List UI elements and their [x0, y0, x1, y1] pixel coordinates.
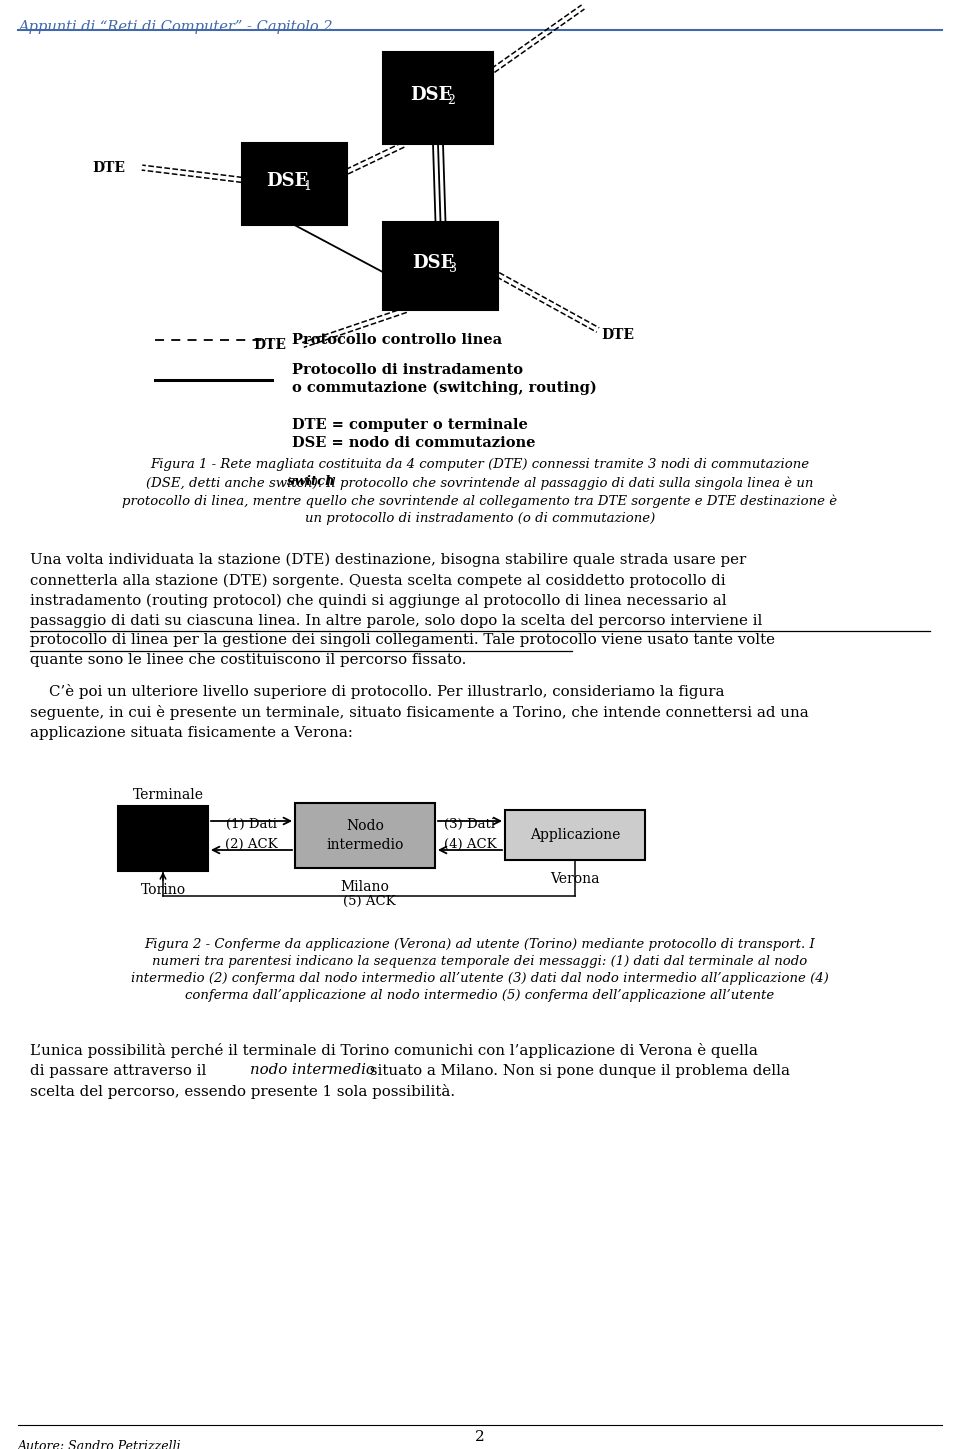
Text: (2) ACK: (2) ACK	[226, 838, 277, 851]
Text: (3) Dati: (3) Dati	[444, 819, 495, 830]
Text: DTE: DTE	[253, 338, 286, 352]
Text: Applicazione: Applicazione	[530, 827, 620, 842]
Text: DSE = nodo di commutazione: DSE = nodo di commutazione	[292, 436, 536, 451]
Text: protocollo di linea, mentre quello che sovrintende al collegamento tra DTE sorge: protocollo di linea, mentre quello che s…	[123, 494, 837, 507]
Text: DSE: DSE	[266, 172, 308, 190]
Text: scelta del percorso, essendo presente 1 sola possibilità.: scelta del percorso, essendo presente 1 …	[30, 1084, 455, 1098]
Text: nodo intermedio: nodo intermedio	[250, 1064, 374, 1078]
Text: Protocollo di instradamento: Protocollo di instradamento	[292, 364, 523, 377]
Text: un protocollo di instradamento (o di commutazione): un protocollo di instradamento (o di com…	[305, 511, 655, 525]
Text: Appunti di “Reti di Computer” - Capitolo 2: Appunti di “Reti di Computer” - Capitolo…	[18, 20, 332, 33]
Bar	[383, 222, 498, 310]
Text: C’è poi un ulteriore livello superiore di protocollo. Per illustrarlo, consideri: C’è poi un ulteriore livello superiore d…	[30, 684, 808, 740]
Text: Terminale: Terminale	[132, 788, 204, 801]
Bar	[505, 810, 645, 861]
Text: (DSE, detti anche ​switch​). Il protocollo che sovrintende al passaggio di dati : (DSE, detti anche ​switch​). Il protocol…	[146, 477, 814, 490]
Text: di passare attraverso il: di passare attraverso il	[30, 1064, 211, 1078]
Text: 1: 1	[303, 181, 311, 194]
Bar	[118, 806, 208, 871]
Bar	[383, 52, 493, 143]
Text: 3: 3	[449, 262, 458, 275]
Text: 2: 2	[475, 1430, 485, 1445]
Text: Una volta individuata la stazione (DTE) destinazione, bisogna stabilire quale st: Una volta individuata la stazione (DTE) …	[30, 554, 775, 667]
Text: (1) Dati: (1) Dati	[226, 819, 276, 830]
Text: DTE: DTE	[588, 0, 621, 1]
Text: intermedio (2) conferma dal nodo intermedio all’utente (3) dati dal nodo interme: intermedio (2) conferma dal nodo interme…	[132, 972, 828, 985]
Text: Autore: Sandro Petrizzelli: Autore: Sandro Petrizzelli	[18, 1440, 181, 1449]
Text: Torino: Torino	[140, 882, 185, 897]
Text: Figura 2 - Conferme da applicazione (Verona) ad utente (Torino) mediante protoco: Figura 2 - Conferme da applicazione (Ver…	[145, 938, 815, 951]
Text: numeri tra parentesi indicano la sequenza temporale dei messaggi: (1) dati dal t: numeri tra parentesi indicano la sequenz…	[153, 955, 807, 968]
Text: DTE: DTE	[92, 161, 125, 174]
Text: Verona: Verona	[550, 872, 600, 885]
Bar	[242, 143, 347, 225]
Text: DSE: DSE	[413, 254, 455, 272]
Text: conferma dall’applicazione al nodo intermedio (5) conferma dell’applicazione all: conferma dall’applicazione al nodo inter…	[185, 990, 775, 1003]
Text: (4) ACK: (4) ACK	[444, 838, 496, 851]
Text: Nodo
intermedio: Nodo intermedio	[326, 819, 404, 852]
Text: Protocollo controllo linea: Protocollo controllo linea	[292, 333, 502, 346]
Text: L’unica possibilità perché il terminale di Torino comunichi con l’applicazione d: L’unica possibilità perché il terminale …	[30, 1043, 757, 1058]
Text: DTE: DTE	[601, 327, 634, 342]
Text: Milano: Milano	[341, 880, 390, 894]
Text: o commutazione (switching, routing): o commutazione (switching, routing)	[292, 381, 597, 396]
Text: (5) ACK: (5) ACK	[343, 895, 396, 909]
Text: switch: switch	[287, 475, 335, 488]
Text: 2: 2	[447, 94, 455, 107]
Text: DTE = computer o terminale: DTE = computer o terminale	[292, 417, 528, 432]
Text: situato a Milano. Non si pone dunque il problema della: situato a Milano. Non si pone dunque il …	[365, 1064, 790, 1078]
Text: DSE: DSE	[410, 85, 452, 104]
Bar	[295, 803, 435, 868]
Text: Figura 1 - Rete magliata costituita da 4 computer (DTE) connessi tramite 3 nodi : Figura 1 - Rete magliata costituita da 4…	[151, 458, 809, 471]
